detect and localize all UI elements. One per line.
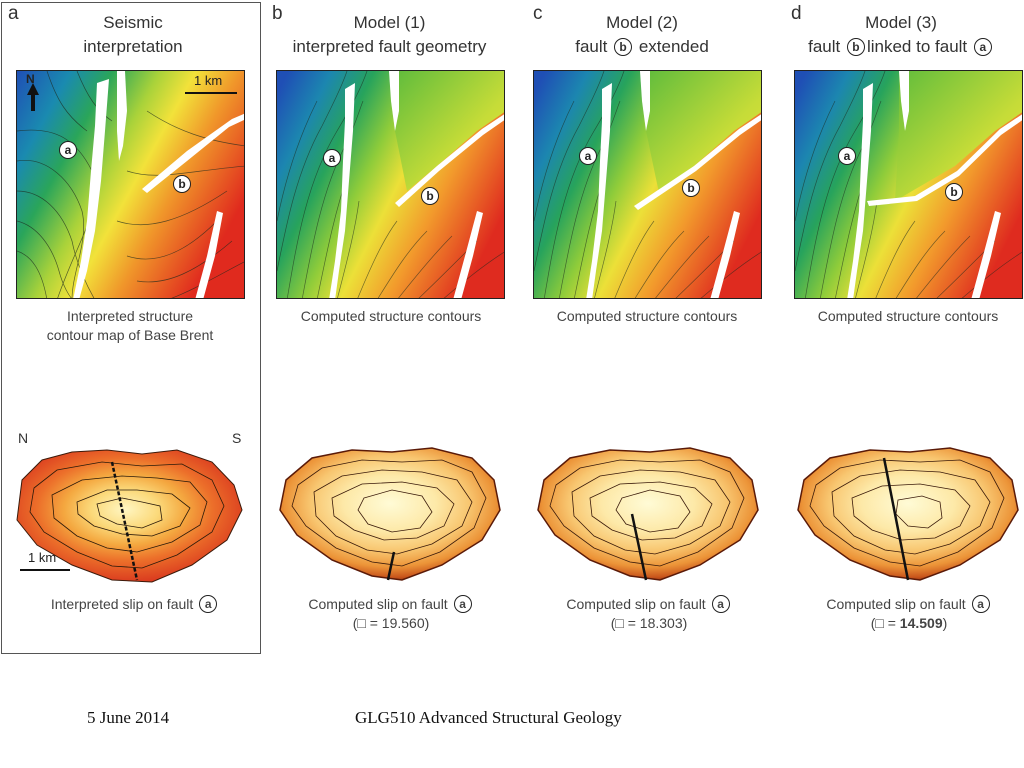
map-seismic-interpretation: N 1 km a b [16,70,245,299]
fault-a-marker: a [199,595,218,613]
slip-caption-text: Interpreted slip on fault [50,596,194,612]
fault-b-marker: b [682,179,700,197]
panel-letter-c: c [533,3,543,24]
title-line-1: Model (2) [606,13,678,32]
slip-scale-label: 1 km [28,550,57,565]
panel-d-slip-caption: Computed slip on fault a (□ = 14.509) [784,595,1024,633]
caption-line-1: Interpreted structure [66,308,194,324]
fault-a-marker: a [59,141,77,159]
slip-misfit: (□ = 14.509) [784,614,1024,633]
slip-misfit: (□ = 18.303) [610,615,688,631]
panel-a-frame [1,2,261,654]
fault-a-marker: a [838,147,856,165]
slip-north-label: N [18,430,29,446]
fault-b-marker: b [614,38,633,56]
fault-a-marker: a [711,595,730,613]
panel-letter-a: a [8,3,19,24]
panel-a-slip-caption: Interpreted slip on fault a [10,595,260,614]
panel-letter-b: b [272,3,283,24]
fault-a-marker: a [973,38,992,56]
title-line-2: interpreted fault geometry [292,37,487,56]
slip-south-label: S [232,430,242,446]
title-line-1: Seismic [103,13,163,32]
scale-label: 1 km [194,73,223,88]
fault-b-marker: b [945,183,963,201]
title-line-2: fault b extended [517,35,767,59]
map-model-2: a b [533,70,762,299]
misfit-prefix: (□ = [870,615,900,631]
fault-a-marker: a [579,147,597,165]
panel-c-map-caption: Computed structure contours [556,308,738,324]
panel-b-title: Model (1) interpreted fault geometry [262,11,517,59]
panel-b-map-caption: Computed structure contours [300,308,482,324]
title-word: fault [575,37,608,56]
fault-a-marker: a [453,595,472,613]
panel-c-slip-caption: Computed slip on fault a (□ = 18.303) [524,595,774,633]
panel-letter-d: d [791,3,802,24]
slip-caption-text: Computed slip on fault [566,596,706,612]
slip-map-interpreted: 1 km [12,440,248,585]
panel-d-map-caption: Computed structure contours [817,308,999,324]
panel-a-title: Seismic interpretation [18,11,248,59]
north-label: N [26,72,35,86]
slip-caption-text: Computed slip on fault [308,596,448,612]
title-word: fault [808,37,841,56]
fault-b-marker: b [846,38,865,56]
panel-d-title: Model (3) fault b linked to fault a [778,11,1024,59]
fault-b-marker: b [173,175,191,193]
title-word: linked to fault [866,37,968,56]
footer-course: GLG510 Advanced Structural Geology [355,708,622,727]
map-model-3: a b [794,70,1023,299]
title-line-2: fault b linked to fault a [778,35,1024,59]
title-line-1: Model (3) [865,13,937,32]
slip-map-model-1 [272,440,508,585]
fault-a-marker: a [323,149,341,167]
panel-a-map-caption: Interpreted structure contour map of Bas… [5,307,255,345]
slip-map-model-3 [790,440,1024,585]
map-model-1: a b [276,70,505,299]
panel-c-title: Model (2) fault b extended [517,11,767,59]
title-line-2: interpretation [83,37,183,56]
slip-caption-text: Computed slip on fault [826,596,966,612]
slip-misfit: (□ = 19.560) [352,615,430,631]
caption-line-2: contour map of Base Brent [46,327,214,343]
slip-map-model-2 [530,440,766,585]
footer-date: 5 June 2014 [87,708,170,727]
title-word: extended [638,37,709,56]
panel-b-slip-caption: Computed slip on fault a (□ = 19.560) [266,595,516,633]
title-line-1: Model (1) [353,13,426,32]
misfit-value: 14.509 [899,615,943,631]
fault-a-marker: a [971,595,990,613]
fault-b-marker: b [421,187,439,205]
misfit-suffix: ) [942,615,948,631]
